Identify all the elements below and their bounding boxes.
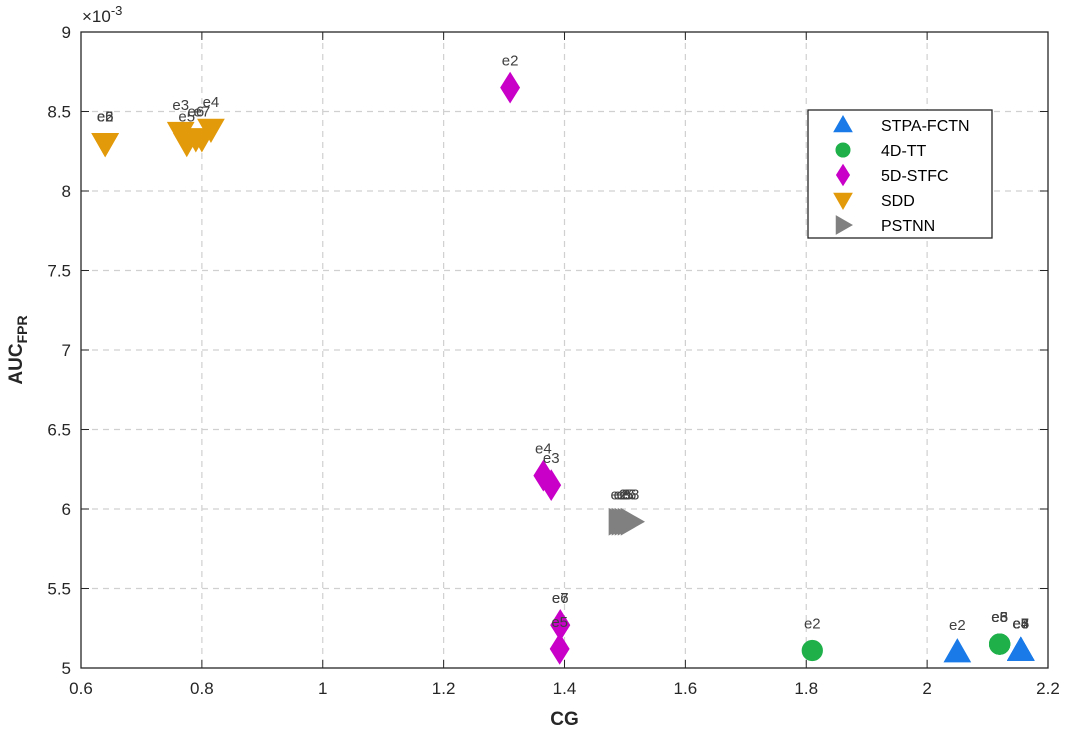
y-axis-label: AUCFPR — [6, 315, 30, 384]
data-point-stpa-fctn — [1006, 636, 1035, 661]
legend-label: 5D-STFC — [881, 168, 949, 185]
point-label: e4 — [1012, 616, 1029, 633]
point-label: e2 — [97, 108, 114, 125]
x-tick-label: 0.6 — [69, 679, 93, 698]
point-label: e6 — [991, 609, 1008, 626]
data-point-5d-stfc — [500, 71, 521, 104]
y-exponent-label: ×10-3 — [82, 3, 122, 26]
legend-label: 4D-TT — [881, 143, 927, 160]
point-label: e3 — [543, 450, 560, 467]
point-label: e8 — [991, 609, 1008, 626]
y-tick-label: 7.5 — [47, 262, 71, 281]
point-label: e6 — [552, 590, 569, 607]
x-tick-label: 1.2 — [432, 679, 456, 698]
y-tick-label: 8.5 — [47, 103, 71, 122]
x-tick-label: 0.8 — [190, 679, 214, 698]
point-label: e5 — [617, 487, 634, 504]
point-label: e3 — [614, 487, 631, 504]
point-label: e6 — [1012, 616, 1029, 633]
x-tick-label: 1.4 — [553, 679, 577, 698]
point-label: e2 — [949, 617, 966, 634]
y-tick-label: 6 — [62, 500, 71, 519]
tick-labels: 0.6 0.8 1 1.2 1.4 1.6 1.8 2 2.2 5 5.5 6 6.5 7 7.5 8 8.5 9 — [47, 23, 1059, 698]
y-tick-label: 5.5 — [47, 580, 71, 599]
data-point-4d-tt — [989, 633, 1011, 655]
point-label: e5 — [97, 108, 114, 125]
point-label: e2 — [502, 53, 519, 70]
y-tick-label: 6.5 — [47, 421, 71, 440]
point-label: e5 — [551, 614, 568, 631]
point-label: e5 — [1012, 616, 1029, 633]
point-label: e7 — [552, 590, 569, 607]
data-point-sdd — [91, 133, 120, 158]
x-tick-label: 2.2 — [1036, 679, 1060, 698]
legend-marker-5d-stfc — [835, 163, 851, 187]
y-axis-label-sub: FPR — [14, 315, 30, 343]
point-label: e4 — [203, 94, 220, 111]
y-tick-label: 9 — [62, 23, 71, 42]
point-label: e5 — [178, 108, 195, 125]
data-point-sdd — [197, 118, 225, 143]
x-tick-label: 1 — [318, 679, 327, 698]
x-tick-label: 1.8 — [794, 679, 818, 698]
data-point-4d-tt — [801, 639, 823, 662]
legend-marker-4d-tt — [835, 142, 851, 158]
legend-label: SDD — [881, 193, 915, 210]
x-axis-label: CG — [550, 709, 579, 730]
point-label: e3 — [991, 609, 1008, 626]
point-label: e6 — [187, 104, 204, 121]
point-label: e7 — [1012, 616, 1029, 633]
point-label: e3 — [172, 97, 189, 114]
y-tick-label: 5 — [62, 659, 71, 678]
data-markers — [91, 71, 1035, 665]
point-label: e6 — [97, 108, 114, 125]
data-point-5d-stfc — [541, 469, 562, 502]
x-tick-label: 2 — [922, 679, 931, 698]
point-label: e6 — [620, 487, 637, 504]
point-label: e2 — [611, 487, 628, 504]
legend-label: PSTNN — [881, 218, 935, 235]
data-point-pstnn — [620, 507, 645, 536]
data-point-5d-stfc — [549, 633, 570, 665]
legend-marker-sdd — [833, 192, 853, 211]
x-tick-label: 1.6 — [674, 679, 698, 698]
point-label: e8 — [623, 487, 640, 504]
plot-frame — [80, 31, 1049, 669]
y-tick-label: 8 — [62, 182, 71, 201]
point-label: e3 — [1012, 616, 1029, 633]
y-exponent-power: -3 — [111, 3, 123, 18]
y-axis-label-main: AUC — [6, 343, 27, 384]
point-label: e2 — [804, 616, 821, 633]
legend-marker-stpa-fctn — [833, 114, 853, 133]
legend-label: STPA-FCTN — [881, 118, 970, 135]
legend: STPA-FCTN 4D-TT 5D-STFC SDD PSTNN — [807, 109, 993, 239]
y-exponent-base: ×10 — [82, 7, 111, 26]
point-label: e4 — [535, 441, 552, 458]
legend-marker-pstnn — [835, 215, 854, 235]
point-label: e5 — [991, 609, 1008, 626]
data-point-stpa-fctn — [943, 638, 972, 663]
point-label: e7 — [194, 104, 211, 121]
y-tick-label: 7 — [62, 341, 71, 360]
